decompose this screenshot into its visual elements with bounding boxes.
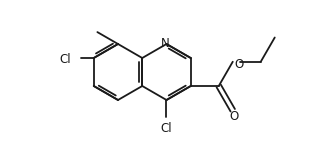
Text: O: O [229,110,238,123]
Text: Cl: Cl [59,53,71,66]
Text: N: N [161,37,170,50]
Text: O: O [235,58,244,71]
Text: Cl: Cl [161,122,172,135]
